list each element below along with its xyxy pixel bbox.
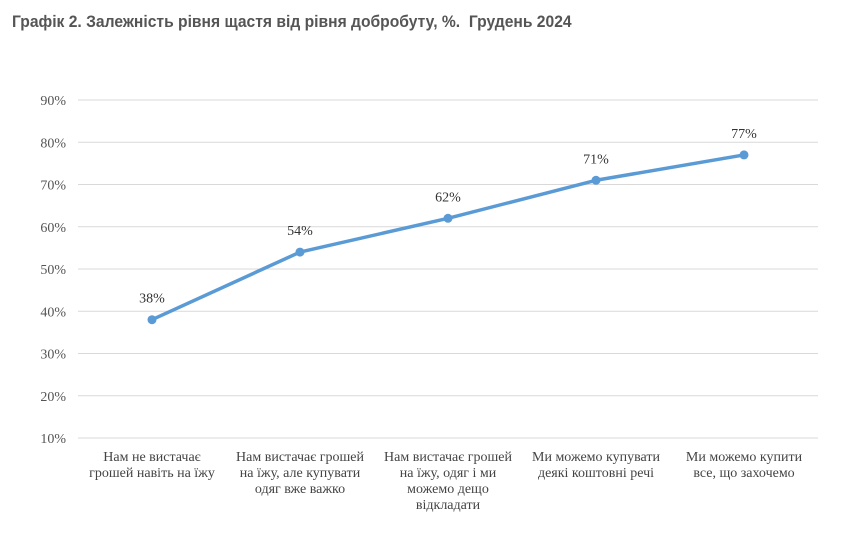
data-label: 71% <box>583 152 609 167</box>
data-label: 77% <box>731 127 757 142</box>
y-tick-label: 70% <box>40 179 66 194</box>
y-tick-label: 10% <box>40 432 66 447</box>
y-tick-label: 60% <box>40 221 66 236</box>
y-tick-label: 40% <box>40 305 66 320</box>
y-tick-label: 80% <box>40 136 66 151</box>
y-tick-label: 90% <box>40 94 66 109</box>
y-tick-label: 30% <box>40 348 66 363</box>
data-point <box>147 315 157 325</box>
x-category-label: Нам вистачає грошей на їжу, але купувати… <box>236 450 364 497</box>
x-category-label: Ми можемо купувати деякі коштовні речі <box>532 450 660 481</box>
y-tick-label: 20% <box>40 390 66 405</box>
data-point <box>295 247 305 257</box>
x-category-label: Ми можемо купити все, що захочемо <box>685 450 803 481</box>
chart-title: Графік 2. Залежність рівня щастя від рів… <box>12 12 572 31</box>
x-category-label: Нам вистачає грошей на їжу, одяг і ми мо… <box>384 450 512 513</box>
data-point <box>739 150 749 160</box>
data-label: 54% <box>287 224 313 239</box>
x-category-label: Нам не вистачає грошей навіть на їжу <box>89 450 215 481</box>
data-point <box>591 175 601 185</box>
series-line <box>151 153 745 322</box>
data-point <box>443 213 453 223</box>
data-label: 38% <box>139 292 165 307</box>
data-label: 62% <box>435 190 461 205</box>
y-tick-label: 50% <box>40 263 66 278</box>
